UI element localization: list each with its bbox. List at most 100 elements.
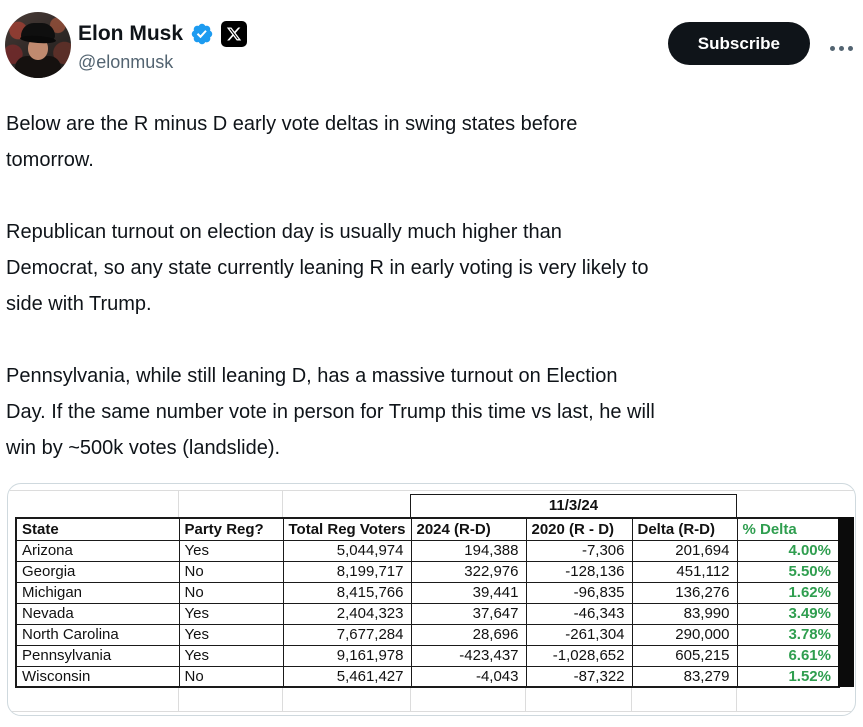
table-cell: No xyxy=(178,560,284,583)
gridline xyxy=(282,490,283,517)
table-cell: -1,028,652 xyxy=(525,644,633,667)
table-cell: 1.62% xyxy=(736,581,840,604)
tweet-text-line: side with Trump. xyxy=(6,293,152,315)
table-row: Georgia No 8,199,717 322,976 -128,136 451,112… xyxy=(15,560,840,583)
column-header: % Delta xyxy=(736,517,840,541)
table-cell: 37,647 xyxy=(410,602,527,625)
table-cell: Nevada xyxy=(15,602,180,625)
tweet-text-line: Below are the R minus D early vote delta… xyxy=(6,113,578,135)
avatar-torso xyxy=(15,56,61,78)
tweet-text-line: win by ~500k votes (landslide). xyxy=(6,437,281,459)
gridline xyxy=(178,490,179,517)
table-cell: 4.00% xyxy=(736,539,840,562)
x-affiliate-badge-icon xyxy=(221,21,248,47)
table-cell: Yes xyxy=(178,539,284,562)
tweet-paragraph: Below are the R minus D early vote delta… xyxy=(6,106,857,178)
table-cell: No xyxy=(178,665,284,688)
table-cell: No xyxy=(178,581,284,604)
avatar-cap xyxy=(21,23,55,40)
table-cell: 201,694 xyxy=(631,539,738,562)
table-cell: Michigan xyxy=(15,581,180,604)
table-cell: 5.50% xyxy=(736,560,840,583)
table-cell: 136,276 xyxy=(631,581,738,604)
user-identity: Elon Musk @elonmusk xyxy=(78,21,248,73)
redaction-bar xyxy=(838,517,854,687)
table-cell: 83,279 xyxy=(631,665,738,688)
table-cell: 5,044,974 xyxy=(282,539,412,562)
table-cell: 2,404,323 xyxy=(282,602,412,625)
table-cell: Arizona xyxy=(15,539,180,562)
verified-badge-icon xyxy=(191,23,213,45)
table-cell: 290,000 xyxy=(631,623,738,646)
gridline xyxy=(8,711,855,712)
gridline xyxy=(282,688,283,712)
display-name[interactable]: Elon Musk xyxy=(78,22,184,45)
table-cell: 5,461,427 xyxy=(282,665,412,688)
column-header: Total Reg Voters xyxy=(282,517,412,541)
column-header: 2024 (R-D) xyxy=(410,517,527,541)
table-cell: 28,696 xyxy=(410,623,527,646)
gridline xyxy=(736,688,737,712)
column-header: Party Reg? xyxy=(178,517,284,541)
gridline xyxy=(8,490,855,491)
column-header: 2020 (R - D) xyxy=(525,517,633,541)
tweet-text: Below are the R minus D early vote delta… xyxy=(6,106,857,466)
table-cell: 451,112 xyxy=(631,560,738,583)
spreadsheet-body: Arizona Yes 5,044,974 194,388 -7,306 201,694 4… xyxy=(15,539,840,688)
merged-date-header: 11/3/24 xyxy=(410,494,737,518)
more-icon[interactable] xyxy=(828,42,855,55)
table-cell: 3.78% xyxy=(736,623,840,646)
table-cell: Pennsylvania xyxy=(15,644,180,667)
tweet-text-line: Democrat, so any state currently leaning… xyxy=(6,257,649,279)
table-cell: -128,136 xyxy=(525,560,633,583)
table-header-row: State Party Reg? Total Reg Voters 2024 (R-D… xyxy=(15,517,840,541)
tweet-media-image[interactable]: 11/3/24 State Party Reg? Total Reg Voters 2… xyxy=(7,483,856,716)
table-cell: 1.52% xyxy=(736,665,840,688)
gridline xyxy=(178,688,179,712)
user-handle[interactable]: @elonmusk xyxy=(78,52,174,72)
table-cell: Wisconsin xyxy=(15,665,180,688)
table-cell: Yes xyxy=(178,644,284,667)
table-cell: 39,441 xyxy=(410,581,527,604)
subscribe-button[interactable]: Subscribe xyxy=(667,22,810,65)
table-cell: 322,976 xyxy=(410,560,527,583)
gridline xyxy=(631,688,632,712)
table-cell: -4,043 xyxy=(410,665,527,688)
table-cell: 83,990 xyxy=(631,602,738,625)
spreadsheet-table: State Party Reg? Total Reg Voters 2024 (R-D… xyxy=(15,517,840,688)
table-row: Michigan No 8,415,766 39,441 -96,835 136,276 1… xyxy=(15,581,840,604)
avatar[interactable] xyxy=(5,12,71,78)
table-cell: 8,415,766 xyxy=(282,581,412,604)
table-cell: 6.61% xyxy=(736,644,840,667)
table-cell: 605,215 xyxy=(631,644,738,667)
table-cell: -7,306 xyxy=(525,539,633,562)
table-cell: Georgia xyxy=(15,560,180,583)
table-cell: -261,304 xyxy=(525,623,633,646)
table-cell: 9,161,978 xyxy=(282,644,412,667)
table-cell: 7,677,284 xyxy=(282,623,412,646)
table-cell: 8,199,717 xyxy=(282,560,412,583)
gridline xyxy=(525,688,526,712)
table-cell: Yes xyxy=(178,623,284,646)
table-cell: North Carolina xyxy=(15,623,180,646)
table-cell: 194,388 xyxy=(410,539,527,562)
table-row: Pennsylvania Yes 9,161,978 -423,437 -1,028,6… xyxy=(15,644,840,667)
tweet-text-line: Republican turnout on election day is us… xyxy=(6,221,562,243)
table-row: North Carolina Yes 7,677,284 28,696 -261,304… xyxy=(15,623,840,646)
column-header: Delta (R-D) xyxy=(631,517,738,541)
tweet-text-line: tomorrow. xyxy=(6,149,94,171)
column-header: State xyxy=(15,517,180,541)
tweet-header: Elon Musk @elonmusk Subscribe xyxy=(0,0,863,86)
tweet-text-line: Pennsylvania, while still leaning D, has… xyxy=(6,365,618,387)
table-row: Arizona Yes 5,044,974 194,388 -7,306 201,694 4… xyxy=(15,539,840,562)
tweet-text-line: Day. If the same number vote in person f… xyxy=(6,401,655,423)
table-cell: -87,322 xyxy=(525,665,633,688)
table-cell: 3.49% xyxy=(736,602,840,625)
table-row: Nevada Yes 2,404,323 37,647 -46,343 83,990 3.4… xyxy=(15,602,840,625)
gridline xyxy=(410,688,411,712)
table-cell: -46,343 xyxy=(525,602,633,625)
table-cell: -423,437 xyxy=(410,644,527,667)
tweet-paragraph: Republican turnout on election day is us… xyxy=(6,214,857,322)
table-cell: -96,835 xyxy=(525,581,633,604)
